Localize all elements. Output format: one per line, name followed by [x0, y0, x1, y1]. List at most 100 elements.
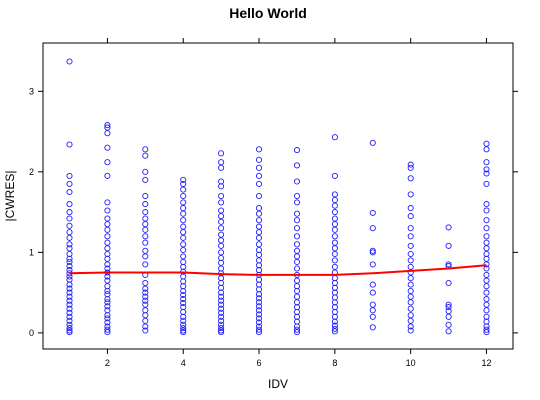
smooth-line — [70, 265, 487, 275]
data-point — [408, 176, 413, 181]
data-point — [67, 202, 72, 207]
data-point — [484, 302, 489, 307]
data-point — [143, 169, 148, 174]
data-point — [408, 258, 413, 263]
data-point — [219, 165, 224, 170]
data-point — [446, 314, 451, 319]
data-point — [219, 219, 224, 224]
data-point — [408, 165, 413, 170]
data-point — [408, 318, 413, 323]
data-point — [256, 193, 261, 198]
data-point — [446, 225, 451, 230]
data-point — [484, 208, 489, 213]
data-point — [370, 282, 375, 287]
y-tick-label: 1 — [29, 247, 34, 257]
data-point — [294, 218, 299, 223]
data-point — [67, 277, 72, 282]
data-point — [181, 230, 186, 235]
data-point — [408, 192, 413, 197]
data-point — [181, 200, 186, 205]
data-point — [105, 292, 110, 297]
data-point — [408, 206, 413, 211]
data-point — [105, 234, 110, 239]
data-point — [294, 248, 299, 253]
data-point — [484, 147, 489, 152]
data-point — [294, 200, 299, 205]
data-point — [219, 151, 224, 156]
data-point — [181, 218, 186, 223]
data-point — [181, 235, 186, 240]
data-point — [370, 140, 375, 145]
data-point — [484, 278, 489, 283]
data-point — [143, 153, 148, 158]
data-point — [143, 222, 148, 227]
data-point — [143, 280, 148, 285]
data-point — [67, 223, 72, 228]
data-point — [332, 276, 337, 281]
data-point — [256, 181, 261, 186]
chart-title: Hello World — [229, 5, 307, 21]
data-point — [332, 227, 337, 232]
data-point — [408, 294, 413, 299]
data-point — [181, 193, 186, 198]
data-point — [294, 226, 299, 231]
data-point — [332, 135, 337, 140]
data-point — [143, 216, 148, 221]
data-point — [105, 131, 110, 136]
data-point — [484, 290, 489, 295]
data-point — [67, 230, 72, 235]
data-point — [332, 251, 337, 256]
data-point — [370, 302, 375, 307]
data-point — [484, 297, 489, 302]
data-point — [105, 240, 110, 245]
data-point — [105, 246, 110, 251]
data-point — [219, 214, 224, 219]
data-point — [294, 148, 299, 153]
data-point — [105, 200, 110, 205]
data-points — [67, 59, 489, 335]
data-point — [143, 234, 148, 239]
data-point — [332, 203, 337, 208]
data-point — [370, 210, 375, 215]
data-point — [408, 234, 413, 239]
data-point — [256, 258, 261, 263]
data-point — [408, 264, 413, 269]
y-tick-label: 3 — [29, 86, 34, 96]
data-point — [408, 313, 413, 318]
x-tick-label: 10 — [406, 358, 416, 368]
data-point — [67, 59, 72, 64]
data-point — [67, 181, 72, 186]
data-point — [256, 147, 261, 152]
x-axis-label: IDV — [268, 377, 288, 391]
data-point — [484, 181, 489, 186]
data-point — [408, 251, 413, 256]
x-tick-label: 4 — [181, 358, 186, 368]
x-tick-label: 6 — [257, 358, 262, 368]
data-point — [294, 278, 299, 283]
data-point — [294, 211, 299, 216]
data-point — [332, 234, 337, 239]
data-point — [256, 224, 261, 229]
data-point — [408, 243, 413, 248]
data-point — [143, 227, 148, 232]
data-point — [143, 318, 148, 323]
data-point — [370, 325, 375, 330]
x-tick-label: 2 — [105, 358, 110, 368]
data-point — [181, 254, 186, 259]
data-point — [294, 163, 299, 168]
data-point — [256, 211, 261, 216]
data-point — [332, 222, 337, 227]
data-point — [256, 218, 261, 223]
data-point — [143, 248, 148, 253]
data-point — [105, 216, 110, 221]
data-point — [181, 242, 186, 247]
data-point — [484, 160, 489, 165]
data-point — [484, 284, 489, 289]
data-point — [143, 147, 148, 152]
data-point — [181, 247, 186, 252]
data-point — [181, 187, 186, 192]
data-point — [332, 173, 337, 178]
data-point — [105, 173, 110, 178]
